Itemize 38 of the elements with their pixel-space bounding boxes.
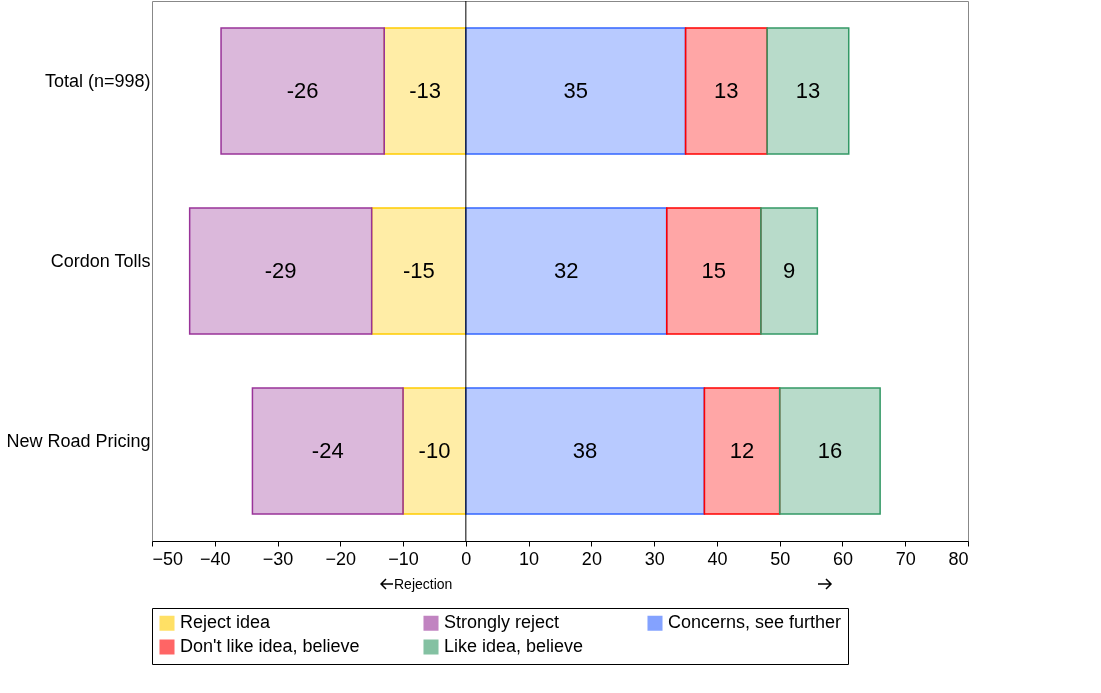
- x-tick-label: −20: [325, 548, 357, 569]
- data-label: 38: [572, 438, 598, 463]
- data-label: -10: [418, 438, 451, 463]
- data-label: 16: [817, 438, 843, 463]
- legend-label: Like idea, believe: [444, 636, 584, 656]
- y-tick-label: Total (n=998): [44, 71, 151, 91]
- legend-label: Don't like idea, believe: [180, 636, 360, 656]
- x-tick-label: −50: [152, 548, 184, 569]
- legend-label: Reject idea: [180, 612, 272, 633]
- data-label: 12: [729, 438, 755, 463]
- x-tick-label: 50: [770, 548, 791, 569]
- data-label: 32: [554, 258, 579, 283]
- data-label: 15: [701, 258, 727, 283]
- data-label: -26: [286, 78, 319, 103]
- x-tick-label: 70: [895, 548, 916, 569]
- data-label: 9: [782, 258, 796, 283]
- x-tick-label: 30: [644, 548, 665, 569]
- x-tick-label: 20: [581, 548, 602, 569]
- x-tick-label: −30: [262, 548, 294, 569]
- x-tick-label: 40: [707, 548, 728, 569]
- x-tick-label: 80: [948, 548, 969, 569]
- data-label: 13: [795, 78, 821, 103]
- data-label: -29: [264, 258, 297, 283]
- x-tick-label: 60: [832, 548, 853, 569]
- x-tick-label: −10: [388, 548, 419, 569]
- text: Rejection: [394, 576, 453, 592]
- x-tick-label: 10: [519, 548, 540, 569]
- data-label: -13: [409, 78, 441, 103]
- data-label: -15: [402, 258, 435, 283]
- data-label: 13: [714, 78, 739, 103]
- legend-label: Strongly reject: [444, 612, 560, 633]
- data-label: 35: [563, 78, 588, 103]
- data-label: -24: [311, 438, 344, 463]
- y-tick-label: New Road Pricing: [6, 431, 151, 451]
- x-tick-label: −40: [200, 548, 231, 569]
- x-tick-label: 0: [461, 548, 472, 569]
- y-tick-label: Cordon Tolls: [50, 251, 151, 271]
- legend-label: Concerns, see further: [668, 612, 842, 633]
